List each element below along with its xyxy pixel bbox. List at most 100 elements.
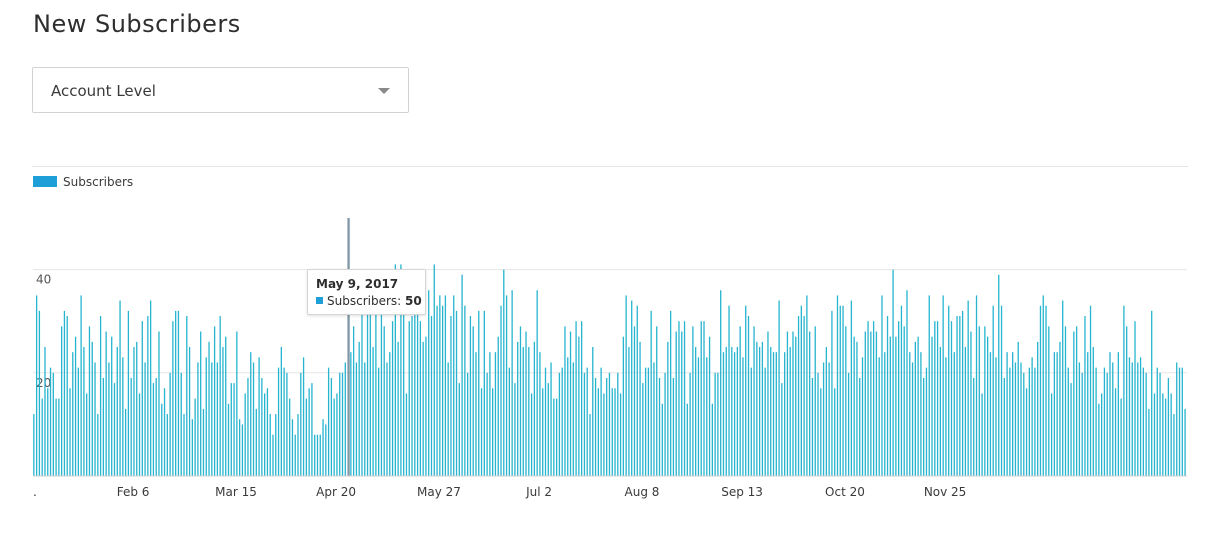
bar[interactable] (378, 367, 380, 476)
bar[interactable] (822, 362, 825, 476)
bar[interactable] (250, 352, 252, 476)
bar[interactable] (522, 347, 524, 476)
bar[interactable] (772, 352, 775, 476)
bar[interactable] (731, 347, 733, 476)
bar[interactable] (489, 352, 491, 476)
bar[interactable] (1134, 321, 1136, 476)
bar[interactable] (375, 300, 377, 476)
bar[interactable] (528, 347, 530, 476)
bar[interactable] (1059, 341, 1061, 476)
bar[interactable] (978, 326, 980, 476)
bar[interactable] (272, 434, 274, 476)
bar[interactable] (1067, 367, 1069, 476)
bar[interactable] (594, 377, 597, 476)
bar[interactable] (867, 321, 869, 476)
bar[interactable] (900, 305, 903, 476)
bar[interactable] (1003, 377, 1005, 476)
bar[interactable] (97, 414, 99, 476)
bar[interactable] (369, 279, 371, 476)
bar[interactable] (708, 336, 711, 476)
bar[interactable] (163, 388, 166, 476)
bar[interactable] (108, 362, 110, 476)
bar[interactable] (1062, 300, 1064, 476)
bar[interactable] (469, 316, 472, 476)
bar[interactable] (341, 372, 344, 476)
bar[interactable] (642, 383, 644, 476)
bar[interactable] (825, 347, 828, 476)
bar[interactable] (330, 377, 333, 476)
bar[interactable] (1039, 305, 1042, 476)
bar[interactable] (177, 310, 180, 476)
bar[interactable] (686, 403, 688, 476)
bar[interactable] (1028, 367, 1030, 476)
bar[interactable] (233, 383, 235, 476)
bar[interactable] (258, 357, 260, 476)
bar[interactable] (300, 372, 302, 476)
bar[interactable] (238, 419, 241, 476)
bar[interactable] (872, 321, 875, 476)
bar[interactable] (311, 383, 313, 476)
bar[interactable] (745, 305, 747, 476)
bar[interactable] (158, 331, 160, 476)
bar[interactable] (1020, 362, 1022, 476)
bar[interactable] (1151, 310, 1153, 476)
bar[interactable] (66, 316, 68, 476)
bar[interactable] (472, 326, 474, 476)
bar[interactable] (111, 336, 113, 476)
bar[interactable] (689, 372, 691, 476)
bar[interactable] (52, 372, 54, 476)
bar[interactable] (923, 377, 925, 476)
bar[interactable] (166, 414, 168, 476)
bar[interactable] (525, 331, 527, 476)
bar[interactable] (581, 321, 583, 476)
bar[interactable] (77, 367, 79, 476)
bar[interactable] (831, 310, 833, 476)
bar[interactable] (672, 377, 675, 476)
bar[interactable] (700, 321, 702, 476)
bar[interactable] (861, 357, 864, 476)
bar[interactable] (400, 264, 402, 476)
bar[interactable] (845, 326, 847, 476)
bar[interactable] (619, 393, 622, 476)
bar[interactable] (992, 305, 994, 476)
bar[interactable] (928, 295, 930, 476)
bar[interactable] (105, 331, 107, 476)
bar[interactable] (147, 316, 149, 476)
bar[interactable] (149, 300, 152, 476)
bar[interactable] (678, 321, 680, 476)
bar[interactable] (761, 341, 764, 476)
bar[interactable] (1056, 352, 1058, 476)
bar[interactable] (275, 414, 277, 476)
bar[interactable] (661, 403, 663, 476)
bar[interactable] (1123, 305, 1125, 476)
bar[interactable] (561, 367, 563, 476)
bar[interactable] (1012, 352, 1014, 476)
bar[interactable] (55, 398, 57, 476)
bar[interactable] (492, 388, 494, 476)
bar[interactable] (264, 393, 266, 476)
bar[interactable] (478, 310, 480, 476)
bar[interactable] (747, 316, 750, 476)
bar[interactable] (1167, 377, 1170, 476)
bar[interactable] (886, 316, 889, 476)
bar[interactable] (697, 357, 700, 476)
bar[interactable] (864, 331, 866, 476)
bar[interactable] (850, 300, 853, 476)
bar[interactable] (1181, 367, 1183, 476)
bar[interactable] (1156, 367, 1158, 476)
bar[interactable] (450, 316, 452, 476)
bar[interactable] (269, 414, 271, 476)
bar[interactable] (127, 310, 130, 476)
bar[interactable] (675, 331, 677, 476)
bar[interactable] (834, 388, 836, 476)
bar[interactable] (770, 347, 772, 476)
bar[interactable] (1075, 326, 1078, 476)
bar[interactable] (931, 336, 933, 476)
bar[interactable] (1031, 357, 1033, 476)
bar[interactable] (130, 377, 132, 476)
bar[interactable] (656, 326, 658, 476)
bar[interactable] (99, 316, 102, 476)
bar[interactable] (758, 347, 761, 476)
bar[interactable] (906, 290, 908, 476)
bar[interactable] (289, 398, 291, 476)
